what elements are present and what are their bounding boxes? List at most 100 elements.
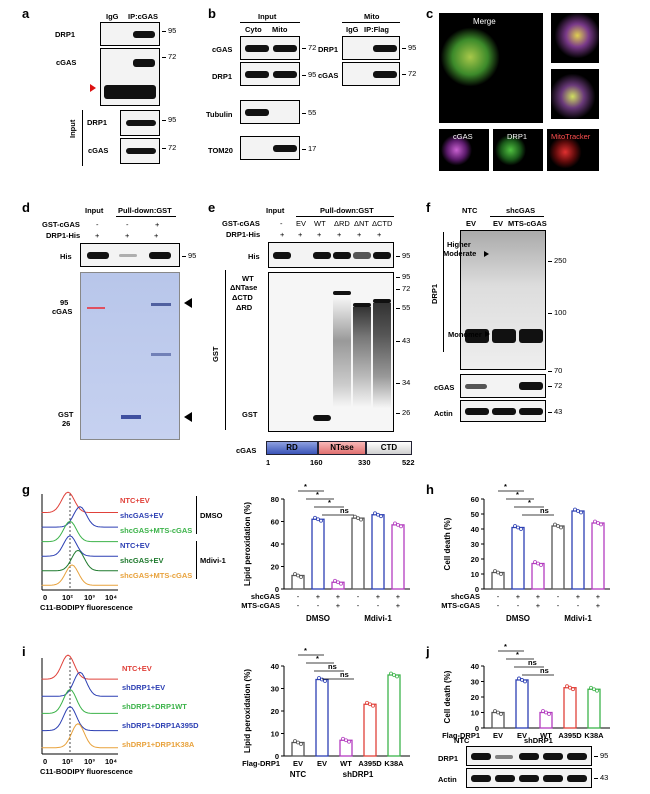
e-pos: 1 (266, 458, 271, 467)
hist-curve (41, 564, 118, 586)
bar (515, 679, 529, 729)
e-val: + (298, 230, 303, 239)
bar (315, 678, 329, 757)
f-monomer: Monomer (448, 330, 482, 339)
blot-a-cgas (100, 48, 160, 106)
category-label: EV (317, 759, 327, 768)
data-point (568, 685, 572, 690)
e-domain-cgas: cGAS (236, 446, 257, 455)
data-point (323, 679, 327, 683)
d-col-input: Input (85, 206, 104, 215)
data-point (523, 679, 527, 684)
e-val: + (317, 230, 322, 239)
data-point (565, 684, 569, 689)
data-point (379, 514, 383, 519)
row-label: Flag-DRP1 (242, 759, 280, 768)
e-val: + (280, 230, 285, 239)
blot-a-input-cgas (120, 138, 160, 164)
f-col-ntc: NTC (462, 206, 478, 215)
data-point (393, 521, 397, 526)
category-label: WT (540, 731, 552, 740)
bar (531, 562, 545, 590)
y-tick-label: 10 (471, 570, 479, 579)
f-drp1-label: DRP1 (430, 283, 439, 304)
mw-e: 55 (396, 303, 410, 312)
channel-mitotracker-label: MitoTracker (551, 132, 591, 141)
hist-curve (41, 688, 118, 714)
y-axis-label: Cell death (%) (443, 517, 452, 570)
mw-b-95: 95 (302, 70, 316, 79)
data-point (571, 687, 575, 692)
domain-ctd: CTD (366, 441, 412, 455)
row-value: - (577, 601, 580, 610)
blot-f-drp1 (460, 230, 546, 370)
merge-image: Merge (438, 12, 544, 124)
hist-curve (41, 654, 118, 680)
g-xtick: 10³ (84, 593, 95, 602)
d-val: + (95, 231, 100, 240)
e-row-gstcgas: GST-cGAS (222, 219, 260, 228)
data-point (341, 736, 345, 741)
data-point (296, 573, 300, 578)
mw-e: 72 (396, 284, 410, 293)
panel-label-b: b (208, 6, 216, 21)
category-label: K38A (384, 759, 404, 768)
category-label: K38A (584, 731, 604, 740)
data-point (516, 525, 520, 530)
blot-b-cgas (240, 36, 300, 60)
significance-mark: * (304, 482, 307, 491)
d-gel-26: 26 (62, 419, 71, 428)
e-gst-bracket (225, 270, 226, 430)
data-point (513, 524, 517, 528)
mw-e: 43 (396, 336, 410, 345)
data-point (396, 522, 400, 527)
d-row-drp1his: DRP1-His (46, 231, 81, 240)
row-value: + (536, 592, 541, 601)
panel-label-c: c (426, 6, 434, 21)
i-legend: shDRP1+DRP1A395D (122, 721, 199, 730)
y-tick-label: 80 (271, 495, 279, 504)
mw-b2-95: 95 (402, 43, 416, 52)
e-header-line (296, 216, 394, 217)
input-bracket (82, 110, 83, 166)
hist-curve (41, 535, 118, 557)
data-point (293, 739, 297, 743)
significance-mark: * (504, 642, 507, 651)
significance-mark: ns (328, 662, 337, 671)
f-higher: Higher (447, 240, 471, 249)
cgas-channel-image: cGAS (438, 128, 490, 172)
group-label: NTC (290, 770, 307, 779)
i-xtick: 10⁴ (105, 757, 118, 766)
mw-b2-72: 72 (402, 69, 416, 78)
hist-curve (41, 491, 118, 513)
mito-header: Mito (364, 12, 380, 21)
e-his: His (248, 252, 260, 261)
row-value: + (376, 592, 381, 601)
data-point (313, 515, 317, 520)
i-legend: shDRP1+EV (122, 683, 166, 692)
data-point (592, 687, 596, 692)
zoom-image-1 (550, 12, 600, 64)
row-value: + (336, 601, 341, 610)
data-point (353, 514, 357, 519)
blot-d-his (80, 243, 180, 267)
y-tick-label: 0 (275, 585, 279, 594)
row-value: + (516, 592, 521, 601)
f-row-actin: Actin (434, 409, 453, 418)
bar (563, 687, 577, 729)
row-label: Flag-DRP1 (442, 731, 480, 740)
g-legend: NTC+EV (120, 496, 150, 505)
y-axis-label: Cell death (%) (443, 670, 452, 723)
blot-f-cgas (460, 374, 546, 398)
channel-drp1-label: DRP1 (507, 132, 528, 141)
arrow-cgas-icon (184, 298, 192, 308)
data-point (579, 510, 583, 515)
f-lane: MTS-cGAS (508, 219, 547, 228)
mw-e: 26 (396, 408, 410, 417)
input-drp1: DRP1 (87, 118, 108, 127)
e-val: + (357, 230, 362, 239)
category-label: EV (293, 759, 303, 768)
f-drp1-bracket (443, 232, 444, 352)
col-b-igg: IgG (346, 25, 359, 34)
d-header-line (116, 216, 176, 217)
